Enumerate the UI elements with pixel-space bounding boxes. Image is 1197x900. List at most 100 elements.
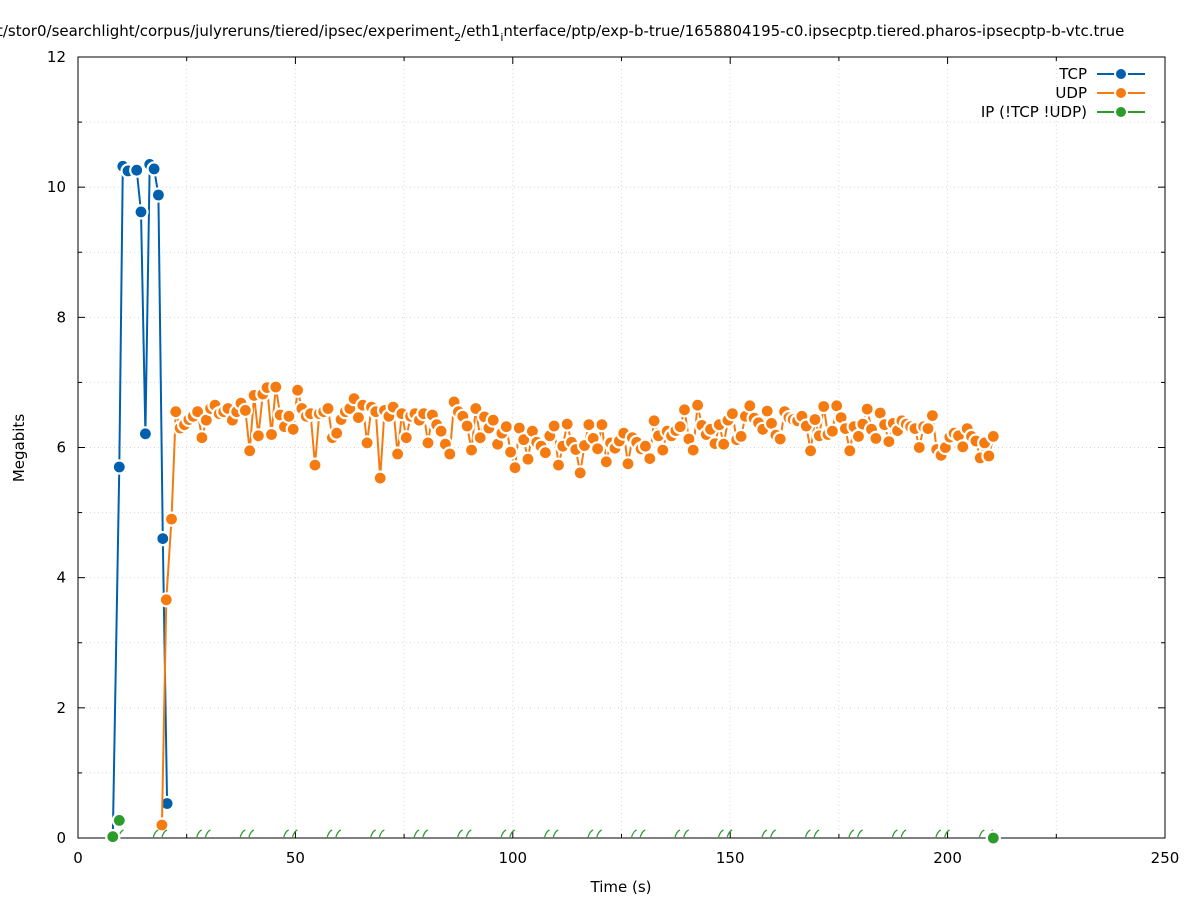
y-tick-label: 2	[56, 699, 66, 717]
y-axis-title: Megabits	[10, 414, 28, 482]
data-point-ip-tcp-udp	[105, 829, 121, 845]
ip-baseline-mark	[761, 829, 768, 838]
ip-baseline-mark	[944, 829, 950, 838]
ip-baseline-mark	[509, 829, 516, 838]
data-point-udp	[250, 428, 266, 444]
ip-baseline-mark	[552, 829, 559, 838]
ip-baseline-mark	[630, 829, 637, 838]
data-point-ip-tcp-udp	[111, 812, 127, 829]
data-point-udp	[498, 419, 514, 435]
data-point-udp	[572, 465, 588, 481]
x-tick-labels: 0 50 100 150 200 250	[73, 849, 1179, 867]
data-point-udp	[194, 430, 210, 446]
ip-baseline-mark	[596, 829, 602, 838]
data-point-udp	[158, 592, 174, 608]
title-part-end: nterface/ptp/exp-b-true/1658804195-c0.ip…	[503, 22, 1124, 40]
data-point-udp	[281, 408, 297, 424]
ip-baseline-mark	[161, 829, 168, 838]
data-point-udp	[154, 817, 170, 833]
x-tick-label: 50	[286, 849, 305, 867]
series-tcp	[105, 156, 175, 845]
y-tick-label: 10	[47, 178, 66, 196]
data-point-udp	[442, 446, 458, 462]
ip-baseline-mark	[848, 829, 855, 838]
data-point-udp	[390, 446, 406, 462]
data-point-udp	[350, 410, 366, 426]
ip-baseline-mark	[717, 829, 724, 838]
data-point-tcp	[129, 162, 145, 178]
data-point-udp	[655, 442, 671, 458]
legend-item-udp: UDP	[1055, 84, 1145, 102]
ip-baseline-mark	[813, 829, 820, 838]
data-point-udp	[359, 435, 375, 451]
data-point-udp	[459, 418, 475, 434]
data-point-udp	[981, 448, 997, 464]
data-point-udp	[816, 398, 832, 415]
data-point-tcp	[111, 459, 127, 475]
data-point-tcp	[137, 426, 153, 442]
ip-baseline-mark	[935, 829, 942, 838]
ip-baseline-mark	[857, 829, 863, 838]
data-point-udp	[985, 428, 1001, 444]
data-point-udp	[924, 408, 941, 424]
y-tick-labels: 0 2 4 6 8 10 12	[47, 48, 66, 847]
data-point-udp	[842, 443, 858, 459]
data-point-udp	[598, 454, 614, 470]
data-point-udp	[372, 470, 388, 486]
ip-baseline-mark	[378, 829, 385, 838]
data-point-udp	[589, 441, 606, 457]
data-point-udp	[881, 434, 897, 450]
data-point-tcp	[133, 204, 149, 220]
data-point-udp	[550, 457, 567, 473]
data-point-udp	[642, 451, 658, 467]
data-point-udp	[290, 382, 306, 398]
data-point-udp	[285, 421, 301, 437]
legend-label: IP (!TCP !UDP)	[981, 103, 1087, 121]
data-point-udp	[850, 428, 867, 444]
data-point-udp	[398, 430, 414, 446]
y-tick-label: 0	[56, 829, 66, 847]
y-tick-label: 12	[47, 48, 66, 66]
title-subscript-1: 2	[454, 31, 461, 44]
data-point-udp	[268, 379, 284, 395]
ip-baseline-mark	[152, 829, 159, 838]
ip-baseline-mark	[804, 829, 811, 838]
x-tick-label: 150	[716, 849, 745, 867]
data-point-udp	[242, 443, 258, 459]
ip-baseline-mark	[770, 829, 776, 838]
legend-label: TCP	[1058, 65, 1087, 83]
data-point-tcp	[150, 187, 166, 203]
data-point-udp	[689, 397, 706, 413]
data-point-udp	[672, 419, 688, 435]
data-point-udp	[420, 435, 436, 451]
data-point-udp	[329, 425, 345, 441]
data-point-udp	[742, 398, 758, 414]
data-point-udp	[676, 402, 693, 418]
ip-baseline-mark	[465, 829, 472, 838]
series-line-tcp	[111, 161, 169, 837]
data-point-udp	[759, 403, 775, 419]
ip-baseline-mark	[283, 829, 289, 838]
data-point-udp	[307, 457, 323, 473]
ip-baseline-mark	[683, 829, 689, 838]
ip-baseline-mark	[370, 829, 376, 838]
ip-baseline-mark	[500, 829, 507, 838]
x-tick-label: 0	[73, 849, 83, 867]
data-point-udp	[772, 431, 788, 447]
data-point-udp	[802, 443, 819, 459]
data-point-udp	[472, 430, 488, 446]
axis-ticks	[77, 56, 1166, 839]
data-point-udp	[168, 404, 184, 420]
legend-marker	[1114, 67, 1128, 81]
legend-marker	[1114, 86, 1128, 100]
data-point-udp	[485, 412, 501, 428]
legend-label: UDP	[1055, 84, 1087, 102]
data-point-udp	[733, 428, 749, 444]
data-point-udp	[546, 418, 562, 434]
ip-baseline-mark	[587, 829, 594, 838]
data-point-udp	[507, 460, 523, 476]
ip-baseline-mark	[291, 829, 298, 838]
ip-baseline-mark	[196, 829, 202, 838]
legend-marker	[1114, 105, 1128, 119]
